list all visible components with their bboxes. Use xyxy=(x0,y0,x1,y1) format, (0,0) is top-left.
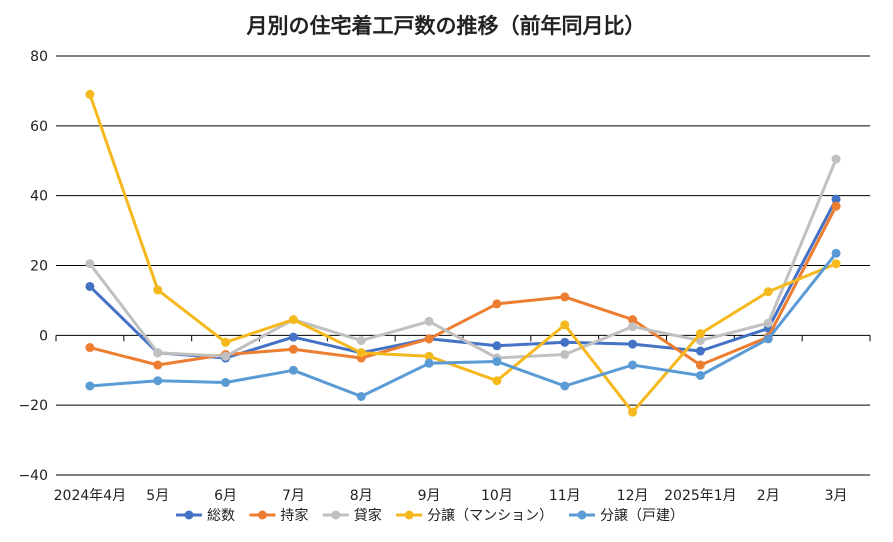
x-tick-label: 7月 xyxy=(282,488,305,504)
legend-marker xyxy=(577,510,587,520)
data-point xyxy=(153,376,163,386)
x-tick-label: 5月 xyxy=(146,488,169,504)
data-point xyxy=(153,348,163,358)
data-point xyxy=(831,154,841,164)
x-tick-label: 2月 xyxy=(757,488,780,504)
x-tick-label: 9月 xyxy=(418,488,441,504)
y-tick-label: 20 xyxy=(30,259,48,275)
legend-item-2: 持家 xyxy=(249,507,308,524)
series-2 xyxy=(85,201,841,370)
legend: 総数 持家 貸家 分譲（マンション） 分譲（戸建） xyxy=(176,507,684,524)
data-point xyxy=(560,292,570,302)
data-point xyxy=(763,318,773,328)
data-point xyxy=(831,201,841,211)
x-tick-label: 8月 xyxy=(350,488,373,504)
data-point xyxy=(424,358,434,368)
data-point xyxy=(288,344,298,354)
data-point xyxy=(153,360,163,370)
x-tick-label: 3月 xyxy=(825,488,848,504)
y-tick-label: 60 xyxy=(30,119,48,135)
data-point xyxy=(356,348,366,358)
data-point xyxy=(85,259,95,269)
data-point xyxy=(424,316,434,326)
series-4 xyxy=(85,89,841,417)
legend-marker xyxy=(331,510,341,520)
data-point xyxy=(221,337,231,347)
data-point xyxy=(628,407,638,417)
data-point xyxy=(695,360,705,370)
data-point xyxy=(288,315,298,325)
legend-marker xyxy=(184,510,194,520)
data-point xyxy=(628,322,638,332)
data-point xyxy=(695,346,705,356)
data-point xyxy=(85,89,95,99)
data-point xyxy=(288,332,298,342)
data-point xyxy=(560,320,570,330)
legend-item-3: 貸家 xyxy=(322,507,382,524)
x-tick-label: 11月 xyxy=(549,488,581,504)
series-line xyxy=(89,252,838,398)
data-point xyxy=(492,341,502,351)
legend-item-5: 分譲（戸建） xyxy=(569,508,684,524)
data-point xyxy=(424,334,434,344)
legend-label: 貸家 xyxy=(354,507,382,524)
y-tick-label: 0 xyxy=(39,328,48,344)
legend-label: 持家 xyxy=(280,507,308,524)
y-axis-labels: 80 60 40 20 0 −20 −40 xyxy=(18,49,48,484)
legend-item-4: 分譲（マンション） xyxy=(396,508,553,524)
data-point xyxy=(560,381,570,391)
data-point xyxy=(560,337,570,347)
y-tick-label: 40 xyxy=(30,189,48,205)
data-point xyxy=(356,391,366,401)
y-tick-label: 80 xyxy=(30,49,48,65)
data-point xyxy=(153,285,163,295)
data-point xyxy=(628,360,638,370)
data-point xyxy=(628,339,638,349)
chart-title: 月別の住宅着工戸数の推移（前年同月比） xyxy=(246,14,646,38)
data-point xyxy=(492,299,502,309)
data-point xyxy=(85,281,95,291)
data-point xyxy=(356,336,366,346)
series-3 xyxy=(85,154,841,363)
data-point xyxy=(492,376,502,386)
data-point xyxy=(763,287,773,297)
grid-layer xyxy=(55,55,871,476)
data-point xyxy=(831,194,841,204)
data-point xyxy=(763,334,773,344)
x-axis-labels: 2024年4月 5月 6月 7月 8月 9月 10月 11月 12月 2025年1月 2月 3月 xyxy=(54,488,848,504)
data-point xyxy=(221,351,231,361)
data-point xyxy=(85,343,95,353)
data-point xyxy=(695,370,705,380)
x-tick-label: 10月 xyxy=(481,488,513,504)
x-tick-label: 12月 xyxy=(617,488,649,504)
data-point xyxy=(831,248,841,258)
legend-marker xyxy=(257,510,267,520)
data-point xyxy=(628,315,638,325)
y-tick-label: −20 xyxy=(18,398,48,414)
legend-item-1: 総数 xyxy=(176,508,235,524)
data-point xyxy=(85,381,95,391)
x-tick-label: 2024年4月 xyxy=(54,488,127,504)
y-tick-label: −40 xyxy=(18,468,48,484)
data-point xyxy=(424,351,434,361)
series-line xyxy=(88,158,838,360)
legend-label: 分譲（戸建） xyxy=(600,508,684,524)
data-point xyxy=(695,329,705,339)
series-5 xyxy=(85,248,841,401)
data-point xyxy=(221,377,231,387)
data-point xyxy=(288,365,298,375)
x-tick-label: 6月 xyxy=(214,488,237,504)
x-tick-label: 2025年1月 xyxy=(664,488,737,504)
data-point xyxy=(492,357,502,367)
data-point xyxy=(831,259,841,269)
series-layer xyxy=(85,89,841,417)
legend-label: 分譲（マンション） xyxy=(427,508,553,524)
data-point xyxy=(560,350,570,360)
legend-marker xyxy=(404,510,414,520)
legend-label: 総数 xyxy=(207,508,235,524)
series-line xyxy=(88,93,837,414)
